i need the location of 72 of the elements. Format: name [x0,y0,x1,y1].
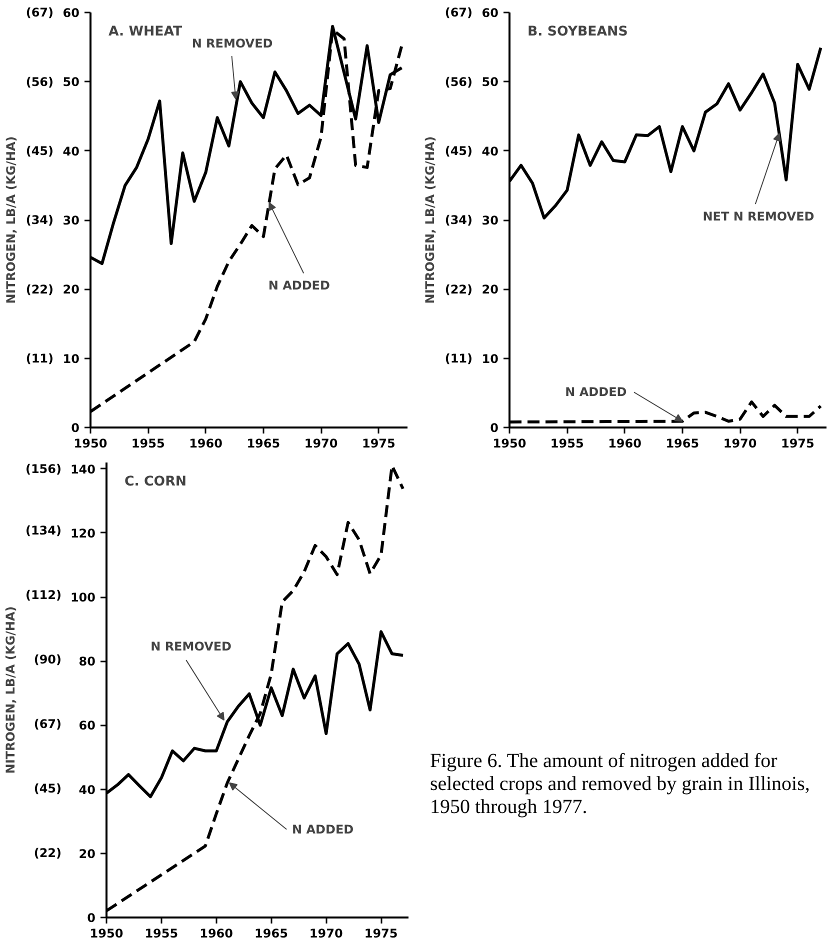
x-tick-label: 1950 [74,436,108,450]
y2-tick-label: (56) [444,74,473,89]
y-tick-label: 100 [70,590,96,605]
y2-tick-label: (45) [26,144,54,158]
x-tick-label: 1955 [144,926,178,940]
y-tick-label: 0 [71,421,80,435]
y-tick-label: 20 [78,846,96,861]
y-tick-label: 10 [62,352,80,366]
y-tick-label: 40 [482,144,499,158]
y-tick-label: 20 [482,282,499,297]
y2-tick-label: (67) [34,717,62,732]
y-tick-label: 120 [70,526,96,540]
y-tick-label: 60 [78,718,96,733]
y-tick-label: 80 [78,654,96,669]
y2-tick-label: (156) [25,462,62,476]
y2-tick-label: (56) [26,74,54,89]
x-tick-label: 1960 [200,926,234,940]
x-tick-label: 1970 [723,436,757,450]
y-tick-label: 0 [490,421,499,435]
y-tick-label: 0 [87,911,96,925]
x-tick-label: 1975 [364,926,398,940]
y-tick-label: 30 [62,214,80,228]
y2-tick-label: (112) [25,588,62,602]
y2-tick-label: (34) [26,213,54,228]
annotation: N ADDED [565,385,627,400]
y2-tick-label: (67) [26,6,54,20]
y2-axis-title: NITROGEN, LB/A (KG/HA) [4,136,18,304]
annotation: NET N REMOVED [702,210,814,224]
y-tick-label: 20 [62,282,80,297]
x-tick-label: 1970 [309,926,343,940]
y-tick-label: 140 [70,462,96,476]
y2-tick-label: (45) [444,144,473,158]
annotation: N REMOVED [150,639,232,654]
y2-tick-label: (134) [25,524,62,538]
y-tick-label: 50 [482,75,499,90]
y-tick-label: 40 [62,144,80,158]
x-tick-label: 1955 [131,436,165,450]
x-tick-label: 1965 [666,436,700,450]
y2-tick-label: (34) [444,213,473,228]
x-tick-label: 1955 [550,436,584,450]
y2-axis-title: NITROGEN, LB/A (KG/HA) [422,136,437,304]
y-tick-label: 60 [482,6,499,20]
x-tick-label: 1960 [189,436,222,450]
annotation: N ADDED [268,278,330,293]
y2-tick-label: (11) [26,351,54,366]
annotation: N ADDED [292,822,354,836]
x-tick-label: 1970 [304,436,338,450]
y2-axis-title: NITROGEN, LB/A (KG/HA) [3,606,18,774]
y2-tick-label: (67) [444,6,473,20]
x-tick-label: 1950 [90,926,124,940]
text: A. WHEAT [108,24,184,40]
y2-tick-label: (45) [34,782,62,796]
x-tick-label: 1975 [780,436,814,450]
x-tick-label: 1960 [608,436,642,450]
y-tick-label: 60 [62,6,80,20]
text: B. SOYBEANS [528,24,628,40]
x-tick-label: 1975 [362,436,396,450]
x-tick-label: 1950 [492,436,526,450]
y-tick-label: 40 [78,782,96,797]
x-tick-label: 1965 [246,436,280,450]
y-tick-label: 50 [62,75,80,90]
y2-tick-label: (22) [444,282,473,296]
x-tick-label: 1965 [254,926,288,940]
caption: Figure 6. The amount of nitrogen added for selected crops and removed by grain in Illinois, 1950 through 1977. [430,750,811,819]
annotation: N REMOVED [192,36,273,51]
y-tick-label: 30 [482,214,499,228]
y2-tick-label: (11) [444,351,473,366]
text: C. CORN [124,474,187,490]
y2-tick-label: (22) [26,282,54,296]
y2-tick-label: (90) [34,652,62,667]
y2-tick-label: (22) [34,846,62,860]
y-tick-label: 10 [482,352,499,366]
